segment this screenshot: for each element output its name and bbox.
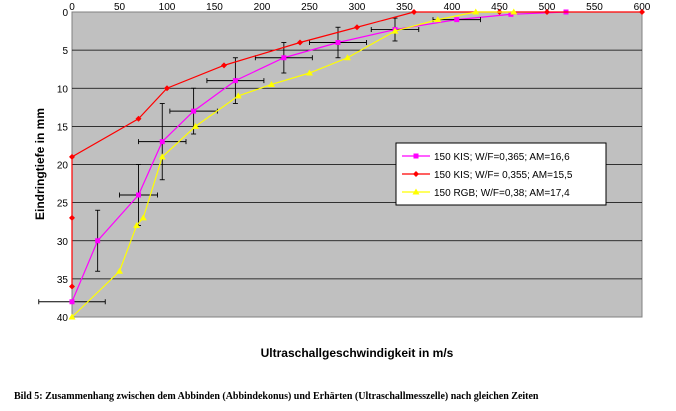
x-tick-label: 100 <box>159 2 176 13</box>
data-point <box>413 171 419 177</box>
data-point <box>234 92 242 99</box>
data-point <box>116 267 123 274</box>
data-point <box>191 108 197 114</box>
data-point <box>192 122 199 129</box>
series-line <box>71 11 567 302</box>
data-point <box>281 55 287 61</box>
series-3 <box>68 8 518 320</box>
data-point <box>133 222 141 228</box>
legend-label: 150 KIS; W/F=0,365; AM=16,6 <box>434 152 570 163</box>
data-point <box>454 17 460 23</box>
data-point <box>411 9 417 15</box>
data-point <box>69 299 75 305</box>
data-point <box>158 153 166 160</box>
figure-caption: Bild 5: Zusammenhang zwischen dem Abbind… <box>14 391 539 402</box>
data-point <box>297 39 303 46</box>
x-tick-label: 250 <box>301 2 318 13</box>
data-point <box>232 78 238 84</box>
y-tick-label: 5 <box>62 46 68 57</box>
y-tick-label: 25 <box>57 199 69 210</box>
data-point <box>413 153 419 159</box>
data-point <box>472 8 480 15</box>
data-point <box>95 238 101 244</box>
x-tick-label: 150 <box>206 2 223 13</box>
y-tick-labels: 0 5 10 15 20 25 30 35 40 <box>57 8 69 324</box>
y-tick-label: 20 <box>57 161 69 172</box>
data-point <box>68 313 76 320</box>
data-point <box>268 80 275 87</box>
y-axis-title: Eindringtiefe in mm <box>33 108 47 220</box>
legend: 150 KIS; W/F=0,365; AM=16,6 150 KIS; W/F=… <box>395 142 607 206</box>
series-layer <box>38 8 645 320</box>
y-tick-label: 10 <box>57 84 69 95</box>
data-point <box>69 153 75 160</box>
x-tick-label: 50 <box>114 2 126 13</box>
data-point <box>221 62 227 69</box>
x-tick-label: 550 <box>586 2 603 13</box>
legend-box <box>395 142 607 206</box>
data-point <box>335 40 341 45</box>
data-point <box>159 139 165 145</box>
y-tick-label: 30 <box>57 237 69 248</box>
legend-entries: 150 KIS; W/F=0,365; AM=16,6 150 KIS; W/F=… <box>402 152 573 199</box>
data-point <box>139 214 147 221</box>
legend-label: 150 KIS; W/F= 0,355; AM=15,5 <box>434 170 573 181</box>
y-tick-label: 35 <box>57 275 69 286</box>
data-point <box>306 69 313 76</box>
x-tick-label: 0 <box>69 2 75 13</box>
legend-label: 150 RGB; W/F=0,38; AM=17,4 <box>434 188 570 199</box>
data-point <box>135 115 142 122</box>
data-point <box>639 9 645 15</box>
chart: 0 50 100 150 200 250 300 350 400 450 500 550 600 0 5 1… <box>33 2 651 360</box>
x-tick-label: 450 <box>491 2 508 13</box>
data-point <box>136 192 141 198</box>
x-tick-label: 200 <box>254 2 271 13</box>
x-axis-title: Ultraschallgeschwindigkeit in m/s <box>261 346 454 360</box>
x-tick-labels: 0 50 100 150 200 250 300 350 400 450 500 550 600 <box>69 2 651 13</box>
data-point <box>344 54 351 61</box>
y-tick-label: 40 <box>57 313 69 324</box>
x-tick-label: 300 <box>349 2 366 13</box>
data-point <box>69 283 75 290</box>
x-tick-label: 350 <box>396 2 413 13</box>
data-point <box>434 16 442 23</box>
x-tick-label: 500 <box>539 2 556 13</box>
data-point <box>69 214 75 221</box>
data-point <box>164 85 170 92</box>
x-tick-label: 400 <box>444 2 461 13</box>
x-tick-label: 600 <box>634 2 651 13</box>
y-tick-label: 0 <box>62 8 68 19</box>
data-point <box>544 9 550 15</box>
data-point <box>412 188 420 195</box>
y-tick-label: 15 <box>57 122 69 133</box>
data-point <box>354 24 360 31</box>
data-point <box>510 8 518 15</box>
data-point <box>391 27 399 34</box>
